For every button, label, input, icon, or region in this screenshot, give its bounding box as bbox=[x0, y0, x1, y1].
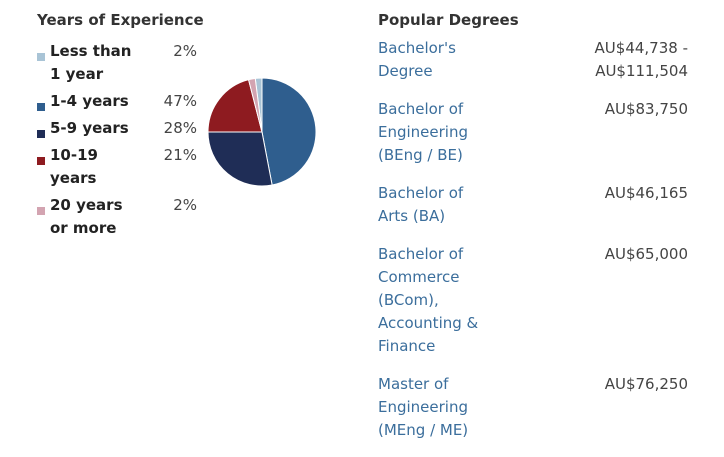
degree-link[interactable]: Bachelor of Arts (BA) bbox=[378, 184, 464, 225]
degree-salary: AU$76,250 bbox=[604, 375, 688, 393]
legend-label: 20 years or more bbox=[50, 196, 123, 237]
legend-swatch bbox=[37, 130, 45, 138]
pie-slice bbox=[207, 131, 273, 187]
degree-link[interactable]: Master of Engineering (MEng / ME) bbox=[378, 375, 469, 439]
degree-row: Bachelor of Arts (BA) AU$46,165 bbox=[378, 182, 688, 228]
pie-slice bbox=[247, 77, 263, 133]
pie-slice bbox=[261, 77, 317, 186]
degree-link[interactable]: Bachelor of Engineering (BEng / BE) bbox=[378, 100, 468, 164]
legend-label: 5-9 years bbox=[50, 119, 129, 137]
value-label: 21% bbox=[163, 146, 197, 164]
legend-label: 1-4 years bbox=[50, 92, 129, 110]
value-label: 47% bbox=[163, 92, 197, 110]
degree-salary: AU$44,738 - AU$111,504 bbox=[594, 39, 688, 80]
degree-salary: AU$83,750 bbox=[604, 100, 688, 118]
value-label: 28% bbox=[163, 119, 197, 137]
section-title: Popular Degrees bbox=[378, 11, 519, 29]
legend-item: 1-4 years 47% bbox=[37, 90, 197, 113]
legend-swatch bbox=[37, 157, 45, 165]
section-title: Years of Experience bbox=[37, 11, 204, 29]
value-label: 2% bbox=[173, 196, 197, 214]
legend: Less than 1 year 2% 1-4 years 47% 5-9 years 2… bbox=[37, 40, 197, 244]
degree-row: Bachelor of Commerce (BCom), Accounting … bbox=[378, 243, 688, 358]
legend-swatch bbox=[37, 53, 45, 61]
legend-item: 10-19 years 21% bbox=[37, 144, 197, 190]
degree-row: Bachelor's Degree AU$44,738 - AU$111,504 bbox=[378, 37, 688, 83]
legend-swatch bbox=[37, 103, 45, 111]
pie-slice bbox=[207, 79, 263, 133]
legend-label: 10-19 years bbox=[50, 146, 98, 187]
degree-row: Bachelor of Engineering (BEng / BE) AU$83… bbox=[378, 98, 688, 167]
legend-label: Less than 1 year bbox=[50, 42, 132, 83]
legend-item: 20 years or more 2% bbox=[37, 194, 197, 240]
legend-item: Less than 1 year 2% bbox=[37, 40, 197, 86]
value-label: 2% bbox=[173, 42, 197, 60]
degree-salary: AU$46,165 bbox=[604, 184, 688, 202]
legend-swatch bbox=[37, 207, 45, 215]
legend-item: 5-9 years 28% bbox=[37, 117, 197, 140]
degree-link[interactable]: Bachelor's Degree bbox=[378, 39, 456, 80]
degree-salary: AU$65,000 bbox=[604, 245, 688, 263]
degree-row: Master of Engineering (MEng / ME) AU$76,2… bbox=[378, 373, 688, 442]
pie-chart bbox=[207, 77, 317, 187]
degree-link[interactable]: Bachelor of Commerce (BCom), Accounting … bbox=[378, 245, 479, 355]
degree-list: Bachelor's Degree AU$44,738 - AU$111,504 B… bbox=[378, 37, 688, 457]
